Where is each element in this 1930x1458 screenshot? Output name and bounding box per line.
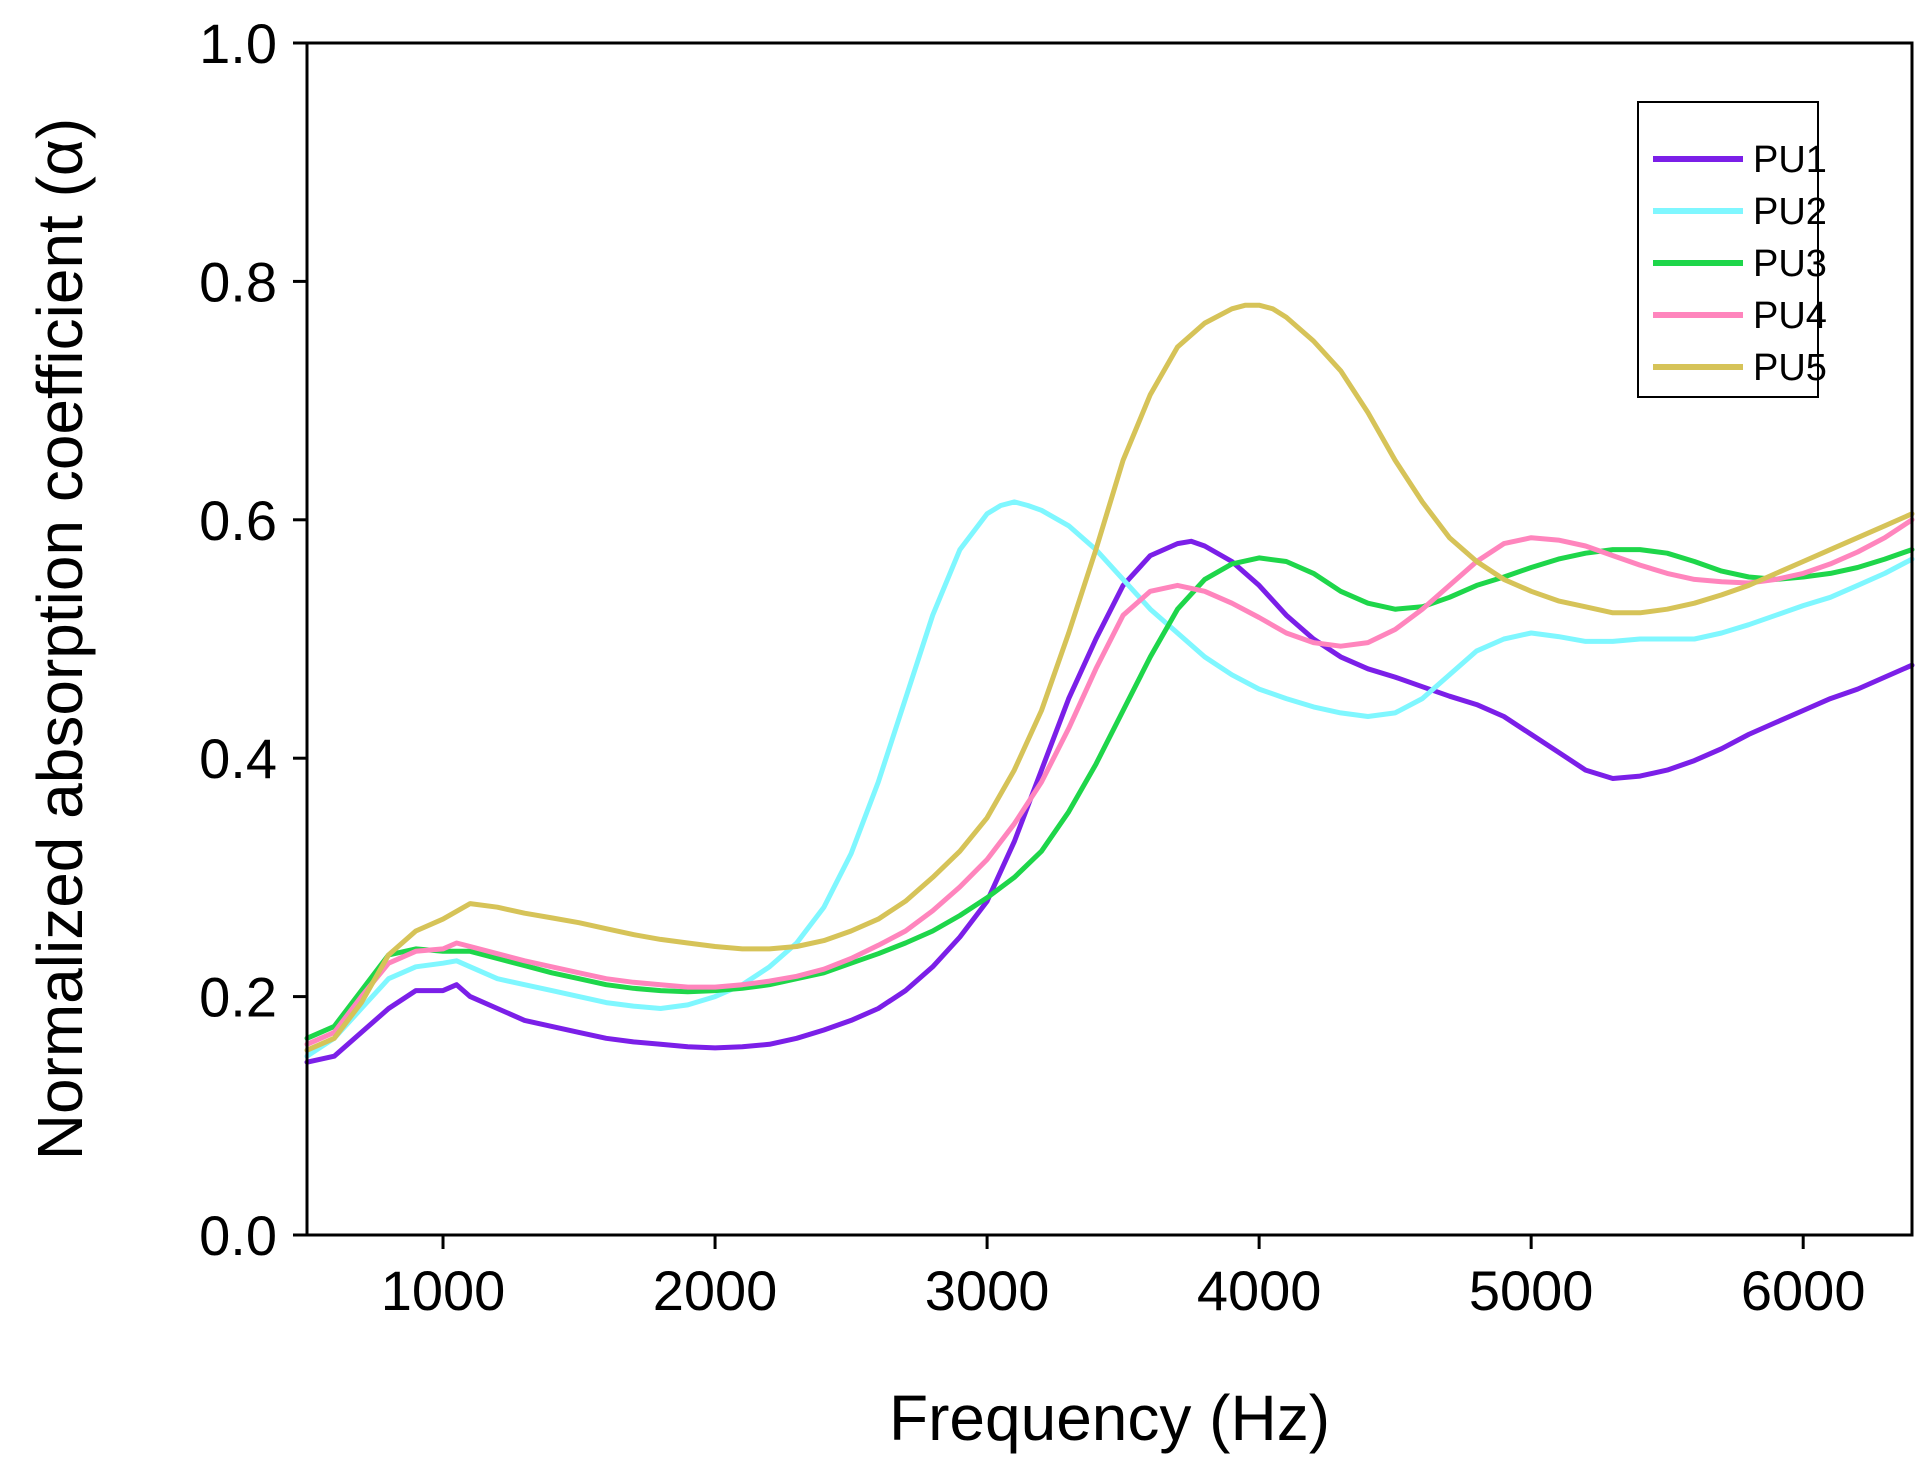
y-tick-label: 1.0 (199, 12, 277, 75)
legend-label-pu5: PU5 (1753, 347, 1827, 389)
x-axis-title: Frequency (Hz) (889, 1382, 1330, 1454)
series-layer (304, 302, 1915, 1065)
legend-label-pu4: PU4 (1753, 295, 1827, 337)
legend-label-pu3: PU3 (1753, 243, 1827, 285)
y-tick-label: 0.2 (199, 966, 277, 1029)
legend-box (1637, 101, 1819, 398)
y-tick-label: 0.0 (199, 1204, 277, 1267)
y-axis: 0.0 0.2 0.4 0.6 0.8 1.0 (199, 12, 307, 1267)
x-tick-label: 6000 (1741, 1259, 1866, 1322)
y-axis-title: Normalized absorption coefficient (α) (24, 118, 96, 1161)
x-tick-label: 1000 (381, 1259, 506, 1322)
x-tick-label: 2000 (653, 1259, 778, 1322)
series-line-pu1 (304, 538, 1915, 1065)
series-line-pu5 (304, 302, 1915, 1053)
legend: PU1 PU2 PU3 PU4 PU5 (1637, 101, 1827, 398)
legend-label-pu2: PU2 (1753, 191, 1827, 233)
series-line-pu3 (304, 547, 1915, 1041)
x-tick-label: 5000 (1469, 1259, 1594, 1322)
x-tick-label: 4000 (1197, 1259, 1322, 1322)
y-tick-label: 0.4 (199, 727, 277, 790)
y-tick-label: 0.6 (199, 489, 277, 552)
series-line-pu4 (304, 517, 1915, 1047)
x-tick-label: 3000 (925, 1259, 1050, 1322)
plot-frame (305, 41, 1914, 1237)
x-axis: 1000 2000 3000 4000 5000 6000 (381, 1235, 1866, 1322)
y-tick-label: 0.8 (199, 250, 277, 313)
series-line-pu2 (304, 499, 1915, 1059)
legend-label-pu1: PU1 (1753, 139, 1827, 181)
